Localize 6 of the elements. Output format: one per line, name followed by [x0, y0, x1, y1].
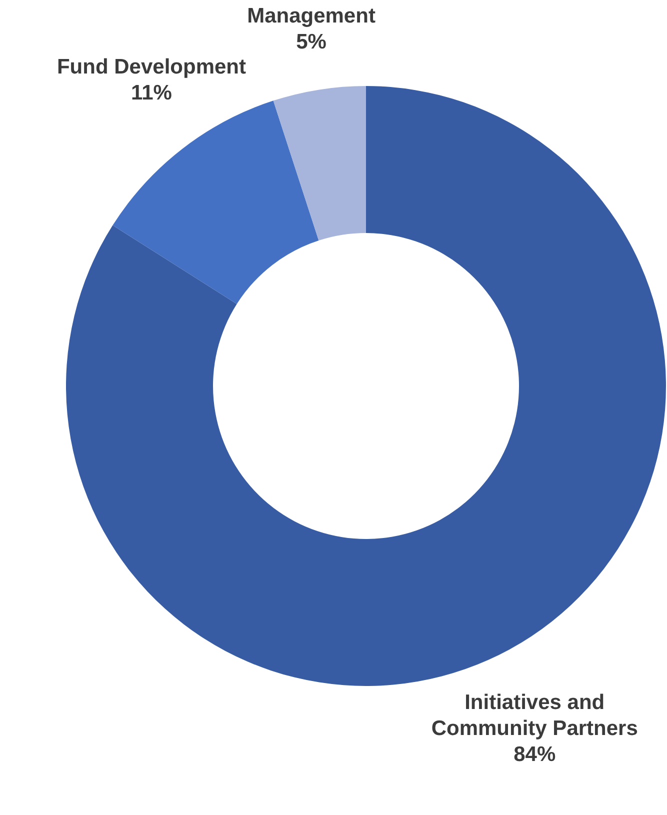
data-label: 84% — [514, 743, 556, 766]
slice-label: Management — [247, 4, 376, 28]
data-label: 11% — [131, 82, 172, 105]
data-label: 5% — [296, 30, 327, 54]
slice-label: Fund Development — [56, 56, 246, 79]
slice-label: Initiatives and Community Partners — [431, 691, 638, 740]
